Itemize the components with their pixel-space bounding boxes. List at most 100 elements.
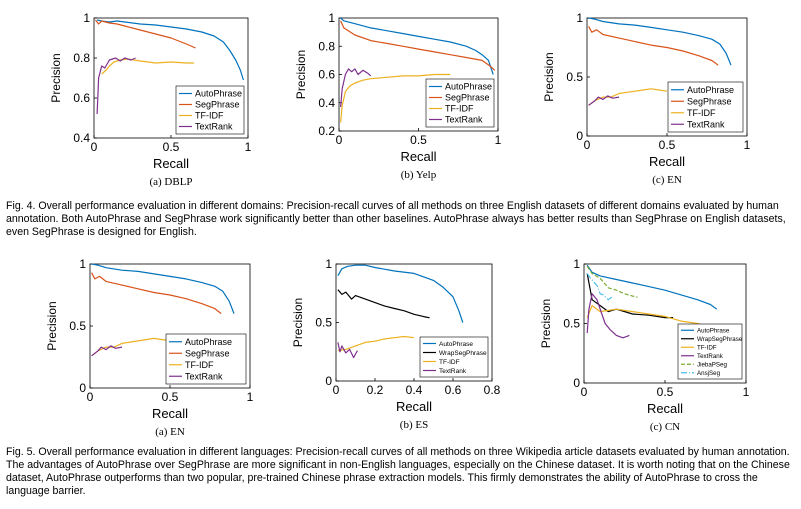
y-tick-label: 0.8 [318, 39, 335, 53]
legend-entry: SegPhrase [687, 96, 732, 106]
legend-entry: TextRank [439, 368, 467, 375]
legend-entry: TF-IDF [439, 359, 460, 366]
panel-subtitle: (c) EN [652, 174, 682, 186]
series-line-textrank [340, 68, 372, 108]
series-line-autophrase [588, 17, 732, 66]
legend-box [677, 323, 743, 380]
y-tick-label: 1 [83, 11, 90, 25]
series-line-autophrase [586, 264, 718, 310]
series-line-tf-idf [340, 73, 451, 123]
series-line-ansjseg [586, 273, 614, 301]
y-tick-label: 0.4 [318, 96, 335, 110]
chart-panel-5: 0 0.2 0.4 0.6 0.8 0 0.5 1 Recall Precision (b) ES A… [291, 257, 501, 431]
x-axis-label: Recall [400, 149, 436, 164]
x-tick-label: 0.8 [484, 383, 501, 397]
y-tick-label: 0.6 [318, 68, 335, 82]
y-tick-label: 0 [325, 374, 332, 388]
y-tick-label: 0.5 [315, 316, 332, 330]
y-tick-label: 1 [79, 257, 86, 271]
chart-panel-2: 0 0.5 1 0.2 0.4 0.6 0.8 1 Recall Precision (b) Yel… [294, 11, 502, 181]
x-axis-label: Recall [396, 399, 432, 414]
legend-entry: AutoPhrase [185, 337, 232, 347]
legend-entry: AutoPhrase [697, 327, 730, 334]
x-axis-label: Recall [153, 156, 189, 171]
series-line-segphrase [588, 26, 719, 66]
chart-panel-1: 0 0.5 1 0.4 0.6 0.8 1 Recall Precision (a) DBLP Au… [49, 11, 252, 188]
y-tick-label: 1 [325, 257, 332, 271]
legend-entry: AutoPhrase [687, 85, 734, 95]
series-line-wrapsegphrase [337, 289, 430, 319]
legend-entry: AutoPhrase [195, 89, 242, 99]
y-tick-label: 1 [576, 11, 583, 25]
x-tick-label: 0 [87, 390, 94, 404]
x-tick-label: 0.5 [163, 140, 180, 154]
y-tick-label: 0.5 [69, 319, 86, 333]
legend-entry: TF-IDF [445, 104, 474, 114]
legend-entry: AutoPhrase [439, 341, 473, 348]
figure-4-caption: Fig. 4. Overall performance evaluation i… [6, 200, 786, 238]
y-tick-label: 0.5 [566, 70, 583, 84]
series-line-textrank [96, 57, 136, 115]
panel-subtitle: (b) ES [400, 419, 428, 431]
y-axis-label: Precision [542, 52, 556, 101]
legend-entry: TF-IDF [697, 344, 717, 351]
y-tick-label: 0 [576, 129, 583, 143]
x-axis-label: Recall [647, 401, 683, 416]
legend-entry: AnsjSeg [697, 370, 721, 377]
legend-entry: TextRank [697, 353, 724, 360]
legend-entry: SegPhrase [185, 348, 230, 358]
x-tick-label: 0 [333, 383, 340, 397]
y-tick-label: 0.6 [73, 91, 90, 105]
y-tick-label: 1 [328, 11, 335, 25]
x-tick-label: 0.5 [162, 390, 179, 404]
legend-entry: TextRank [195, 122, 233, 132]
x-tick-label: 0.4 [406, 383, 423, 397]
y-axis-label: Precision [539, 299, 553, 348]
panel-subtitle: (a) DBLP [149, 176, 192, 188]
series-line-tf-idf [588, 88, 668, 106]
x-axis-label: Recall [649, 154, 685, 169]
y-tick-label: 0.5 [563, 317, 580, 331]
x-tick-label: 0 [584, 138, 591, 152]
series-line-segphrase [95, 19, 196, 49]
x-axis-label: Recall [152, 406, 188, 421]
legend-entry: WrapSegPhrase [697, 336, 743, 343]
series-line-tf-idf [337, 335, 415, 352]
series-line-segphrase [91, 272, 222, 315]
y-tick-label: 0 [573, 376, 580, 390]
chart-panel-6: 0 0.5 1 0 0.5 1 Recall Precision (c) CN AutoPhras… [539, 257, 750, 433]
series-line-tf-idf [586, 305, 711, 328]
legend-entry: WrapSegPhrase [439, 350, 487, 357]
y-axis-label: Precision [294, 50, 308, 99]
x-tick-label: 0.5 [410, 133, 427, 147]
panel-subtitle: (c) CN [650, 421, 680, 433]
series-line-jiebapseg [586, 266, 638, 298]
x-tick-label: 0.5 [657, 385, 674, 399]
y-tick-label: 0.4 [73, 131, 90, 145]
series-line-autophrase [340, 17, 494, 75]
legend-entry: SegPhrase [445, 93, 490, 103]
series-line-segphrase [340, 20, 496, 71]
series-line-tf-idf [101, 58, 195, 75]
y-axis-label: Precision [49, 53, 63, 102]
series-line-autophrase [96, 19, 244, 81]
x-tick-label: 1 [495, 133, 502, 147]
legend-entry: TF-IDF [687, 108, 716, 118]
legend-entry: JiebaPSeg [697, 361, 727, 368]
legend-entry: SegPhrase [195, 100, 240, 110]
series-line-autophrase [91, 263, 235, 314]
legend-entry: TextRank [687, 119, 725, 129]
legend-entry: AutoPhrase [445, 82, 492, 92]
series-line-textrank [586, 293, 630, 339]
x-tick-label: 0.6 [445, 383, 462, 397]
y-tick-label: 1 [573, 257, 580, 271]
y-tick-label: 0.8 [73, 51, 90, 65]
panel-subtitle: (a) EN [155, 426, 185, 438]
chart-panel-3: 0 0.5 1 0 0.5 1 Recall Precision (c) EN AutoPhras… [542, 11, 751, 186]
x-tick-label: 1 [247, 390, 254, 404]
y-tick-label: 0 [79, 381, 86, 395]
chart-panel-4: 0 0.5 1 0 0.5 1 Recall Precision (a) EN AutoPhras… [45, 257, 254, 438]
series-line-tf-idf [91, 337, 171, 357]
